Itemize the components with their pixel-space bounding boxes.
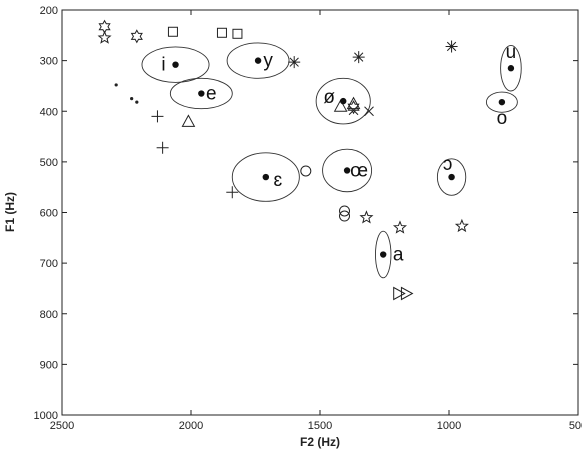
x-tick-label: 2000 — [179, 420, 203, 432]
y-tick-label: 300 — [40, 56, 58, 68]
marker-hexagram — [130, 29, 143, 44]
marker-triangle-right — [393, 286, 406, 301]
vowel-ellipse-y — [226, 42, 290, 79]
marker-circle — [339, 205, 351, 217]
vowel-ellipse-i — [141, 46, 210, 83]
marker-square — [167, 26, 178, 37]
vowel-dot-a — [380, 251, 387, 258]
marker-pentagram — [454, 218, 469, 233]
vowel-dot-o — [498, 98, 506, 106]
vowel-label-i: i — [161, 55, 165, 76]
marker-smalldot — [135, 100, 139, 104]
y-tick-label: 500 — [40, 157, 58, 169]
x-tick-label: 1000 — [437, 420, 461, 432]
marker-x — [364, 106, 374, 117]
marker-pentagram — [97, 30, 112, 44]
vowel-label-y: y — [263, 51, 273, 72]
marker-circle — [339, 210, 351, 222]
marker-circle — [300, 165, 312, 177]
y-tick-label: 1000 — [34, 410, 58, 422]
x-tick-label: 500 — [569, 420, 582, 432]
vowel-dot-i — [172, 61, 179, 68]
vowel-ellipses — [141, 42, 522, 279]
marker-plus — [156, 141, 169, 154]
marker-pentagram — [359, 210, 374, 224]
vowel-ellipse-a — [375, 230, 392, 279]
marker-asterisk — [288, 56, 301, 69]
vowel-ellipse-œ — [322, 148, 373, 193]
y-axis-label: F1 (Hz) — [3, 192, 17, 232]
marker-pentagram — [392, 220, 407, 234]
scatter-markers — [97, 19, 469, 301]
y-tick-label: 200 — [40, 5, 58, 17]
marker-smalldot — [130, 96, 134, 101]
vowel-ellipse-ɔ — [436, 158, 467, 196]
y-tick-label: 800 — [40, 309, 58, 321]
vowel-label-ɛ: ɛ — [273, 170, 282, 191]
vowel-dot-ɛ — [262, 173, 270, 181]
marker-triangle — [346, 96, 361, 110]
y-tick-label: 600 — [40, 208, 58, 220]
marker-plus — [151, 110, 164, 123]
x-axis-label: F2 (Hz) — [300, 435, 340, 449]
vowel-ellipse-ɛ — [231, 152, 300, 202]
vowel-label-œ: œ — [350, 160, 368, 181]
x-tick-label: 2500 — [50, 420, 74, 432]
vowel-dot-ø — [340, 97, 347, 105]
marker-plus — [226, 186, 239, 199]
vowel-ellipse-u — [500, 44, 522, 92]
vowel-label-u: u — [506, 42, 517, 63]
x-tick-label: 1500 — [308, 420, 332, 432]
marker-triangle-right — [400, 286, 414, 301]
vowel-dot-u — [507, 65, 515, 72]
axes: 2500 2000 1500 1000 500 200 300 400 500 600 700 800… — [34, 5, 582, 432]
marker-asterisk — [352, 51, 365, 64]
vowel-label-o: o — [497, 108, 508, 129]
vowel-label-a: a — [393, 245, 404, 266]
vowel-ellipse-o — [485, 91, 518, 113]
vowel-ellipse-e — [169, 77, 233, 110]
marker-square — [216, 27, 227, 38]
marker-triangle — [181, 114, 196, 127]
vowel-label-e: e — [206, 84, 217, 105]
y-tick-label: 900 — [40, 359, 58, 371]
vowel-dot-ɔ — [448, 173, 455, 181]
vowel-dot-œ — [343, 167, 351, 174]
marker-triangle — [333, 99, 348, 112]
vowel-dot-y — [254, 57, 262, 64]
marker-x — [348, 105, 359, 116]
marker-smalldot — [114, 83, 118, 87]
vowel-dot-e — [198, 90, 205, 97]
marker-asterisk — [445, 40, 458, 53]
marker-hexagram — [347, 100, 360, 115]
y-tick-label: 400 — [40, 106, 58, 118]
y-tick-label: 700 — [40, 258, 58, 270]
vowel-ellipse-ø — [315, 77, 371, 125]
vowel-points: i e y ø u o ɛ œ ɔ a — [161, 42, 516, 265]
marker-square — [232, 28, 243, 39]
vowel-label-ø: ø — [323, 87, 335, 108]
vowel-label-ɔ: ɔ — [443, 154, 453, 175]
